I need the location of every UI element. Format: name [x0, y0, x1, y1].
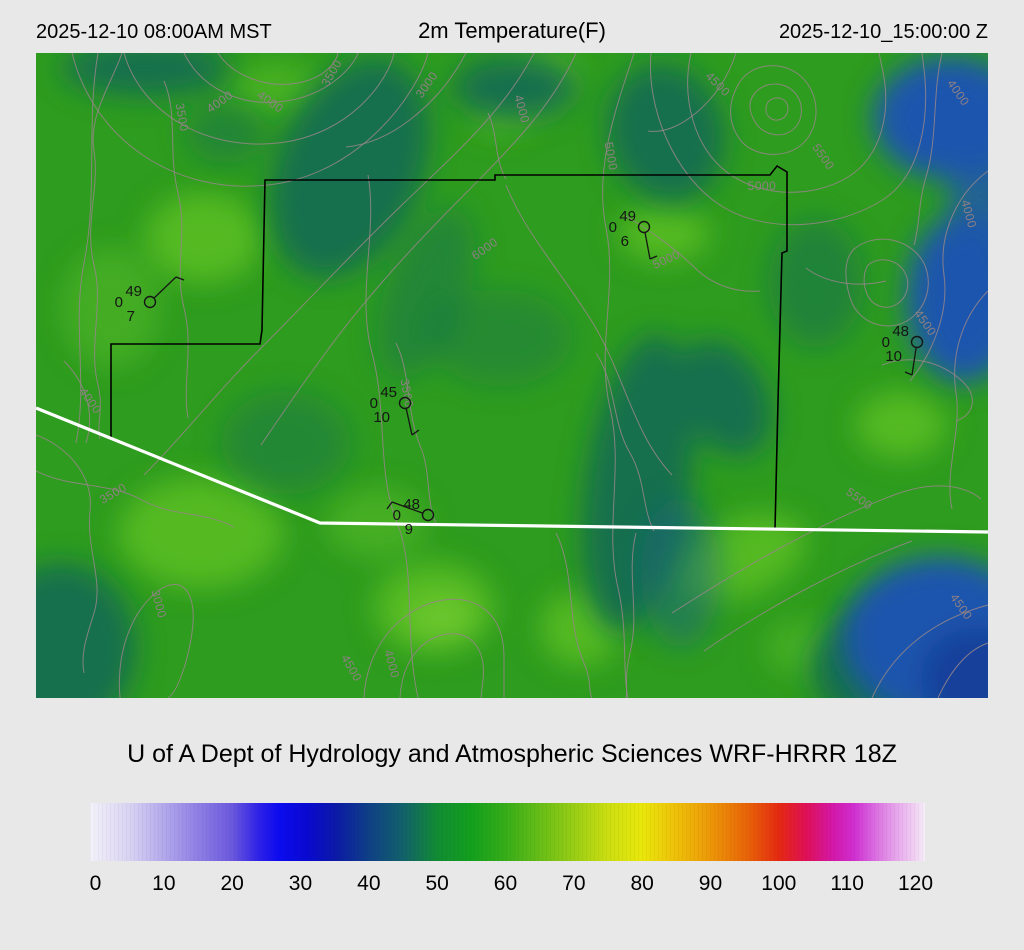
station-bottom-value: 10 — [373, 409, 390, 426]
colorbar-tick-label: 40 — [357, 872, 381, 895]
colorbar-area: 0 10 20 30 40 50 60 70 80 90 100 110 120 — [89, 803, 933, 903]
station-circle — [143, 295, 157, 309]
station-bottom-value: 6 — [621, 233, 629, 250]
elevation-contours — [36, 53, 988, 698]
colorbar-tick-label: 70 — [562, 872, 586, 895]
contour-elevation-label: 5000 — [602, 141, 621, 172]
valid-time-utc: 2025-12-10_15:00:00 Z — [778, 21, 988, 43]
contour-elevation-label: 5000 — [748, 179, 777, 193]
station-circle — [910, 335, 924, 349]
wind-barb-shaft — [391, 501, 423, 514]
station-circle — [421, 508, 435, 522]
wind-barb-shaft — [911, 347, 917, 376]
station-temperature: 48 — [403, 496, 420, 513]
colorbar-tick-label: 110 — [830, 872, 864, 895]
wind-barb-shaft — [644, 232, 651, 260]
colorbar-tick-label: 10 — [152, 872, 176, 895]
station-left-value: 0 — [882, 334, 890, 351]
colorbar-tick-label: 0 — [89, 872, 102, 895]
station-temperature: 45 — [380, 384, 397, 401]
station-circle — [637, 220, 651, 234]
wind-barb-tick — [386, 501, 393, 510]
station-temperature: 49 — [125, 283, 142, 300]
station-bottom-value: 10 — [885, 348, 902, 365]
station-bottom-value: 9 — [405, 521, 413, 538]
station-left-value: 0 — [115, 294, 123, 311]
contour-elevation-label: 3500 — [398, 378, 417, 409]
contour-elevation-label: 3500 — [173, 102, 192, 133]
station-temperature: 48 — [892, 323, 909, 340]
colorbar-tick-label: 90 — [698, 872, 723, 895]
cold-region-blobs — [641, 56, 988, 698]
wind-barb-shaft — [153, 276, 177, 299]
wind-barb-tick — [904, 371, 913, 376]
colorbar-tick-label: 120 — [897, 872, 934, 895]
wind-barb-tick — [175, 276, 185, 281]
valid-time-local: 2025-12-10 08:00AM MST — [36, 21, 272, 43]
colorbar-tick-label: 60 — [493, 872, 518, 895]
colorbar-tick-label: 50 — [425, 872, 449, 895]
station-circle — [398, 396, 412, 410]
wind-barb-tick — [411, 429, 420, 436]
colorbar-tick-label: 20 — [220, 872, 244, 895]
station-left-value: 0 — [370, 395, 378, 412]
colorbar-tick-label: 80 — [630, 872, 654, 895]
colorbar-tick-label: 100 — [761, 872, 797, 895]
station-bottom-value: 7 — [127, 308, 135, 325]
international-border — [36, 406, 988, 534]
wind-barb-tick — [649, 255, 658, 260]
station-temperature: 49 — [619, 208, 636, 225]
county-border — [110, 164, 788, 530]
weather-map: 3500 4000 4000 3500 3000 4000 5000 4500 5500 5000… — [36, 53, 988, 698]
station-left-value: 0 — [609, 219, 617, 236]
station-left-value: 0 — [393, 507, 401, 524]
source-title: U of A Dept of Hydrology and Atmospheric… — [127, 740, 897, 768]
colorbar-tick-label: 30 — [288, 872, 313, 895]
wind-barb-shaft — [405, 408, 413, 436]
temperature-colorbar — [90, 803, 925, 861]
map-title: 2m Temperature(F) — [418, 18, 606, 43]
